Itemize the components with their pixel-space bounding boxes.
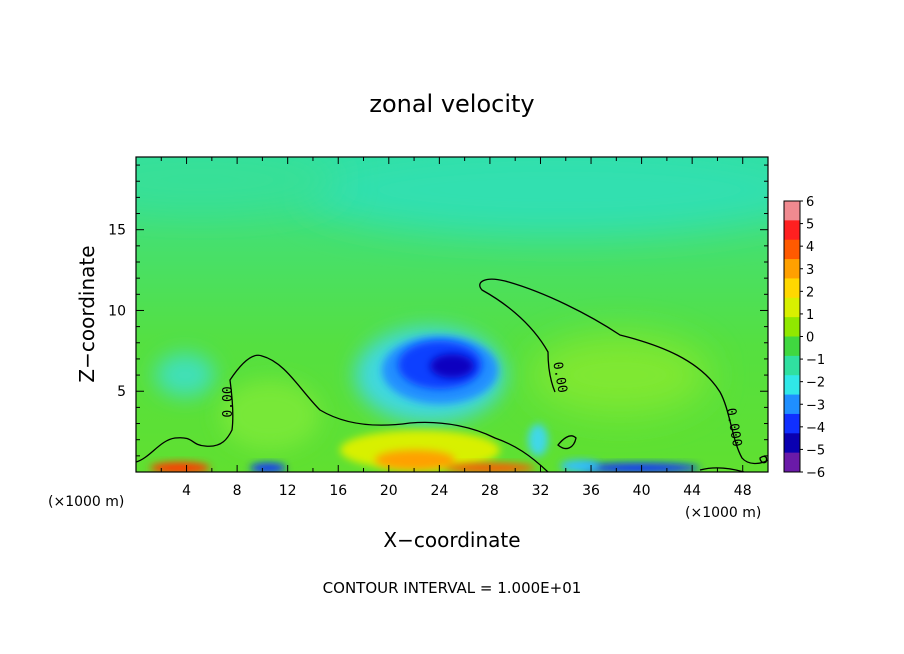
- y-axis-label: Z−coordinate: [75, 245, 99, 382]
- colorbar-swatch: [784, 355, 800, 376]
- x-tick-label: 28: [481, 483, 499, 499]
- contour-label: 0.00: [221, 386, 236, 417]
- x-tick-label: 16: [329, 483, 347, 499]
- chart-title: zonal velocity: [369, 90, 534, 118]
- x-tick-label: 32: [532, 483, 550, 499]
- colorbar-label: 1: [806, 308, 814, 323]
- x-tick-label: 48: [734, 483, 752, 499]
- contour-interval-note: CONTOUR INTERVAL = 1.000E+01: [323, 579, 582, 597]
- y-tick-label: 15: [108, 223, 126, 239]
- contour-label: 0.000: [723, 407, 745, 448]
- colorbar-label: −3: [806, 398, 825, 413]
- x-tick-label: 4: [182, 483, 191, 499]
- x-unit-right: (×1000 m): [685, 505, 761, 521]
- colorbar-label: 6: [806, 195, 814, 210]
- x-axis-ticks: 4 8 12 16 20 24 28 32 36 40 44 48: [160, 157, 752, 499]
- contour-label: 0.00: [549, 361, 569, 394]
- colorbar-swatch: [784, 297, 800, 318]
- colorbar-label: 3: [806, 263, 814, 278]
- colorbar-swatch: [784, 375, 800, 396]
- colorbar-label: −2: [806, 376, 825, 391]
- x-tick-label: 40: [633, 483, 651, 499]
- colorbar-label: −1: [806, 353, 825, 368]
- x-tick-label: 44: [683, 483, 701, 499]
- colorbar-swatch: [784, 220, 800, 241]
- colorbar-label: −5: [806, 443, 825, 458]
- colorbar: 6 5 4 3 2 1 0 −1 −2 −3 −4 −5 −6: [783, 195, 825, 481]
- colorbar-swatch: [784, 259, 800, 279]
- zero-contours: [136, 278, 768, 472]
- colorbar-label: −4: [806, 421, 825, 436]
- plot-frame: [135, 156, 769, 473]
- colorbar-label: 2: [806, 285, 814, 300]
- colorbar-label: 0: [806, 331, 814, 346]
- colorbar-swatch: [784, 201, 800, 221]
- colorbar-swatch: [784, 433, 800, 454]
- colorbar-swatch: [784, 239, 800, 260]
- colorbar-swatch: [784, 394, 800, 415]
- field-shading: [136, 157, 768, 472]
- colorbar-swatch: [784, 452, 800, 473]
- plot-area: 0.00 0.00 0.000: [136, 157, 768, 472]
- colorbar-label: −6: [806, 466, 825, 481]
- contour-labels: 0.00 0.00 0.000: [221, 361, 744, 448]
- x-tick-label: 20: [380, 483, 398, 499]
- x-tick-label: 8: [233, 483, 242, 499]
- colorbar-label: 5: [806, 218, 814, 233]
- y-tick-label: 5: [117, 384, 126, 400]
- y-axis-ticks: 5 10 15: [108, 164, 768, 457]
- colorbar-swatch: [784, 317, 800, 337]
- colorbar-swatch: [784, 278, 800, 299]
- x-unit-left: (×1000 m): [48, 494, 124, 510]
- colorbar-swatch: [784, 336, 800, 357]
- x-tick-label: 36: [582, 483, 600, 499]
- x-tick-label: 12: [279, 483, 297, 499]
- x-tick-label: 24: [430, 483, 448, 499]
- colorbar-swatch: [784, 413, 800, 434]
- x-axis-label: X−coordinate: [383, 528, 520, 552]
- colorbar-label: 4: [806, 240, 814, 255]
- y-tick-label: 10: [108, 303, 126, 319]
